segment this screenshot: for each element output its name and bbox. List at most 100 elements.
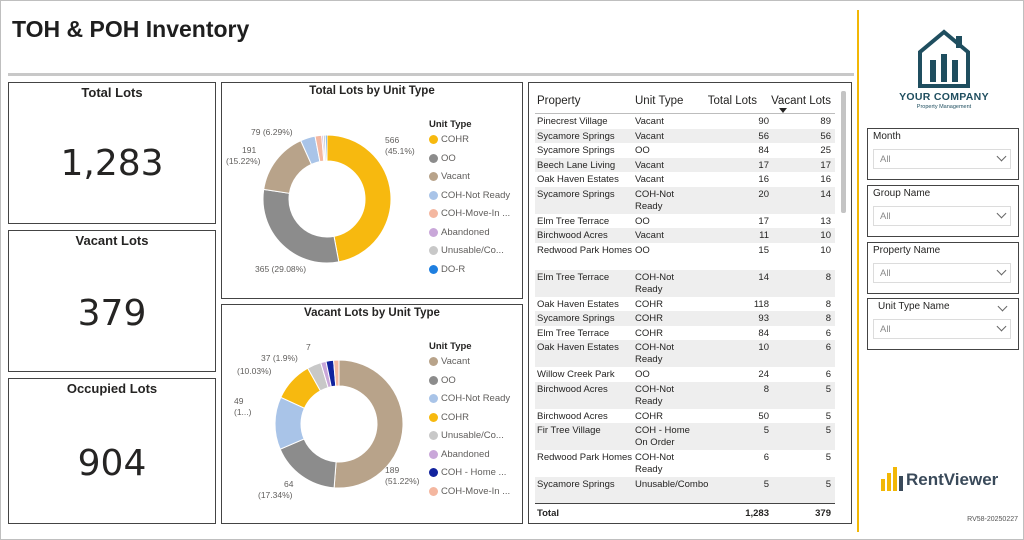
legend-item[interactable]: COH-Not Ready bbox=[429, 190, 510, 201]
sort-desc-icon[interactable] bbox=[779, 108, 787, 113]
cell-vacant-lots: 16 bbox=[820, 174, 831, 185]
column-header-unit-type[interactable]: Unit Type bbox=[635, 95, 684, 107]
legend-item[interactable]: OO bbox=[429, 375, 456, 386]
cell-unit-type: Vacant bbox=[635, 116, 664, 127]
legend-item[interactable]: Vacant bbox=[429, 171, 470, 182]
table-row[interactable]: Pinecrest Village Vacant 90 89 bbox=[535, 114, 835, 129]
cell-unit-type: COH - Home On Order bbox=[635, 425, 690, 448]
chevron-down-icon[interactable] bbox=[996, 208, 1007, 219]
legend-item[interactable]: Abandoned bbox=[429, 449, 490, 460]
table-row[interactable]: Sycamore Springs Unusable/Combo 5 5 bbox=[535, 477, 835, 504]
legend-dot-icon bbox=[429, 486, 438, 496]
cell-vacant-lots: 5 bbox=[825, 452, 831, 463]
page-title: TOH & POH Inventory bbox=[12, 16, 250, 42]
slicer-unit-type-name[interactable]: Unit Type Name All bbox=[867, 298, 1019, 350]
table-row[interactable]: Sycamore Springs OO 84 25 bbox=[535, 143, 835, 158]
cell-property: Redwood Park Homes bbox=[537, 244, 633, 256]
legend-label: Abandoned bbox=[441, 226, 490, 238]
kpi-card-vacant-lots[interactable]: Vacant Lots 379 bbox=[8, 230, 216, 372]
cell-unit-type: COH-Not Ready bbox=[635, 383, 675, 407]
donut-slice-vacant[interactable] bbox=[333, 359, 404, 489]
legend-item[interactable]: Vacant bbox=[429, 356, 470, 367]
total-label: Total bbox=[537, 508, 559, 519]
table-row[interactable]: Birchwood Acres Vacant 11 10 bbox=[535, 228, 835, 243]
table-row[interactable]: Oak Haven Estates COH-Not Ready 10 6 bbox=[535, 340, 835, 367]
cell-unit-type: OO bbox=[635, 369, 650, 380]
donut-slice-coh-move-in[interactable] bbox=[333, 359, 340, 387]
table-row[interactable]: Fir Tree Village COH - Home On Order 5 5 bbox=[535, 423, 835, 450]
chart-total-lots-by-unit-type[interactable]: Total Lots by Unit Type 79 (6.29%) 191 (1… bbox=[221, 82, 523, 299]
column-header-total-lots[interactable]: Total Lots bbox=[707, 95, 757, 107]
legend-item[interactable]: COH-Move-In ... bbox=[429, 486, 510, 497]
table-row[interactable]: Redwood Park Homes COH-Not Ready 6 5 bbox=[535, 450, 835, 477]
cell-vacant-lots: 5 bbox=[825, 410, 831, 422]
table-row[interactable]: Redwood Park Homes OO 15 10 bbox=[535, 243, 835, 270]
kpi-card-occupied-lots[interactable]: Occupied Lots 904 bbox=[8, 378, 216, 524]
slicer-month[interactable]: Month All bbox=[867, 128, 1019, 180]
house-logo-icon bbox=[918, 29, 970, 88]
kpi-label: Occupied Lots bbox=[66, 381, 158, 396]
cell-total-lots: 17 bbox=[758, 159, 769, 171]
legend-item[interactable]: Abandoned bbox=[429, 227, 490, 238]
legend-item[interactable]: DO-R bbox=[429, 264, 465, 275]
property-table[interactable]: Property Unit Type Total Lots Vacant Lot… bbox=[528, 82, 852, 524]
donut-slice-do-r[interactable] bbox=[324, 134, 328, 162]
table-row[interactable]: Sycamore Springs COHR 93 8 bbox=[535, 311, 835, 326]
legend-label: Abandoned bbox=[441, 448, 490, 460]
donut-slice-cohr[interactable] bbox=[326, 134, 392, 263]
table-row[interactable]: Sycamore Springs Vacant 56 56 bbox=[535, 128, 835, 143]
table-row[interactable]: Willow Creek Park OO 24 6 bbox=[535, 367, 835, 382]
group-name-dropdown[interactable]: All bbox=[873, 206, 1011, 226]
legend-dot-icon bbox=[429, 135, 438, 144]
header-divider bbox=[535, 113, 835, 114]
legend-title: Unit Type bbox=[429, 119, 472, 130]
table-row[interactable]: Sycamore Springs COH-Not Ready 20 14 bbox=[535, 186, 835, 214]
legend-item[interactable]: COHR bbox=[429, 134, 469, 145]
donut-slice-oo[interactable] bbox=[262, 188, 340, 264]
cell-total-lots: 16 bbox=[758, 174, 769, 185]
cell-total-lots: 5 bbox=[763, 425, 769, 436]
chevron-down-icon[interactable] bbox=[996, 321, 1007, 332]
chevron-down-icon[interactable] bbox=[996, 151, 1007, 162]
slicer-property-name[interactable]: Property Name All bbox=[867, 242, 1019, 294]
column-header-property[interactable]: Property bbox=[537, 95, 581, 107]
data-label-coh-not-ready: 49 (1...) bbox=[234, 396, 252, 417]
legend-dot-icon bbox=[429, 431, 438, 440]
month-dropdown[interactable]: All bbox=[873, 149, 1011, 169]
legend-item[interactable]: OO bbox=[429, 153, 456, 164]
cell-total-lots: 10 bbox=[758, 342, 769, 353]
cell-property: Sycamore Springs bbox=[537, 188, 615, 200]
table-header: Property Unit Type Total Lots Vacant Lot… bbox=[535, 89, 835, 115]
table-row[interactable]: Birchwood Acres COH-Not Ready 8 5 bbox=[535, 381, 835, 409]
table-row[interactable]: Oak Haven Estates Vacant 16 16 bbox=[535, 172, 835, 187]
chevron-down-icon[interactable] bbox=[996, 265, 1007, 276]
table-row[interactable]: Elm Tree Terrace OO 17 13 bbox=[535, 214, 835, 229]
table-row[interactable]: Elm Tree Terrace COHR 84 6 bbox=[535, 326, 835, 341]
cell-unit-type: COH-Not Ready bbox=[635, 452, 675, 475]
slicer-group-name[interactable]: Group Name All bbox=[867, 185, 1019, 237]
property-name-dropdown[interactable]: All bbox=[873, 263, 1011, 283]
cell-unit-type: COH-Not Ready bbox=[635, 342, 675, 365]
unit-type-name-dropdown[interactable]: All bbox=[873, 319, 1011, 339]
legend-item[interactable]: COHR bbox=[429, 412, 469, 423]
column-header-vacant-lots[interactable]: Vacant Lots bbox=[771, 95, 831, 107]
table-row[interactable]: Oak Haven Estates COHR 118 8 bbox=[535, 297, 835, 312]
cell-property: Redwood Park Homes bbox=[537, 452, 633, 463]
chart-vacant-lots-by-unit-type[interactable]: Vacant Lots by Unit Type 7 37 (1.9%) (10… bbox=[221, 304, 523, 524]
table-row[interactable]: Beech Lane Living Vacant 17 17 bbox=[535, 157, 835, 172]
legend-item[interactable]: Unusable/Co... bbox=[429, 430, 504, 441]
chevron-down-icon[interactable] bbox=[997, 301, 1008, 312]
legend-item[interactable]: COH - Home ... bbox=[429, 467, 506, 478]
cell-total-lots: 17 bbox=[758, 215, 769, 227]
legend-item[interactable]: COH-Move-In ... bbox=[429, 208, 510, 219]
table-row[interactable]: Birchwood Acres COHR 50 5 bbox=[535, 409, 835, 424]
table-scrollbar[interactable] bbox=[841, 91, 846, 213]
total-lots-value: 1,283 bbox=[745, 508, 769, 519]
legend-item[interactable]: COH-Not Ready bbox=[429, 393, 510, 404]
kpi-card-total-lots[interactable]: Total Lots 1,283 bbox=[8, 82, 216, 224]
data-label-vacant: 191 (15.22%) bbox=[226, 145, 261, 166]
cell-total-lots: 84 bbox=[758, 145, 769, 156]
cell-total-lots: 56 bbox=[758, 130, 769, 142]
table-row[interactable]: Elm Tree Terrace COH-Not Ready 14 8 bbox=[535, 269, 835, 297]
legend-item[interactable]: Unusable/Co... bbox=[429, 245, 504, 256]
